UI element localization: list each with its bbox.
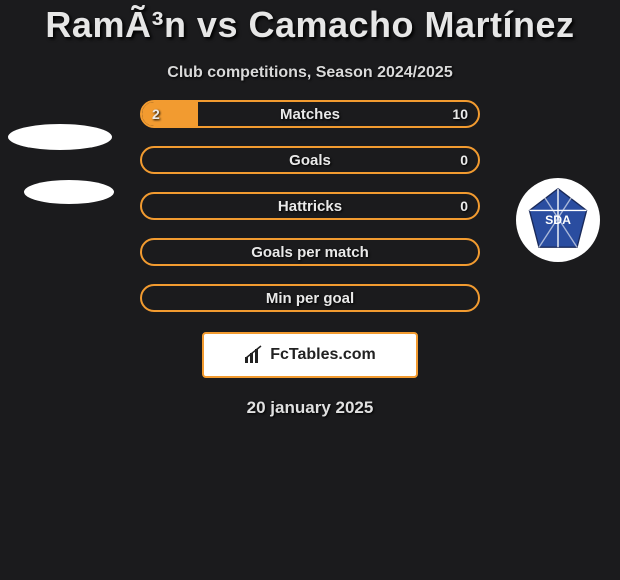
shield-icon: SDA: [524, 186, 592, 254]
stat-row-hattricks: Hattricks0: [140, 192, 480, 220]
svg-text:SDA: SDA: [545, 213, 571, 227]
stat-row-goals-per-match: Goals per match: [140, 238, 480, 266]
club-badge-right: SDA: [516, 178, 600, 262]
bar-chart-icon: [244, 345, 264, 365]
brand-text: FcTables.com: [270, 346, 376, 364]
stat-value-right: 0: [460, 194, 468, 218]
subtitle: Club competitions, Season 2024/2025: [0, 64, 620, 82]
stat-label: Matches: [142, 102, 478, 126]
stat-value-right: 0: [460, 148, 468, 172]
stat-label: Hattricks: [142, 194, 478, 218]
brand-box: FcTables.com: [202, 332, 418, 378]
stat-value-right: 10: [452, 102, 468, 126]
page-title: RamÃ³n vs Camacho Martínez: [0, 0, 620, 46]
stat-row-min-per-goal: Min per goal: [140, 284, 480, 312]
stat-label: Goals: [142, 148, 478, 172]
player-avatar-left-2: [24, 180, 114, 204]
stat-label: Goals per match: [142, 240, 478, 264]
stat-row-goals: Goals0: [140, 146, 480, 174]
date-text: 20 january 2025: [0, 398, 620, 418]
stat-row-matches: 2Matches10: [140, 100, 480, 128]
player-avatar-left-1: [8, 124, 112, 150]
stat-label: Min per goal: [142, 286, 478, 310]
